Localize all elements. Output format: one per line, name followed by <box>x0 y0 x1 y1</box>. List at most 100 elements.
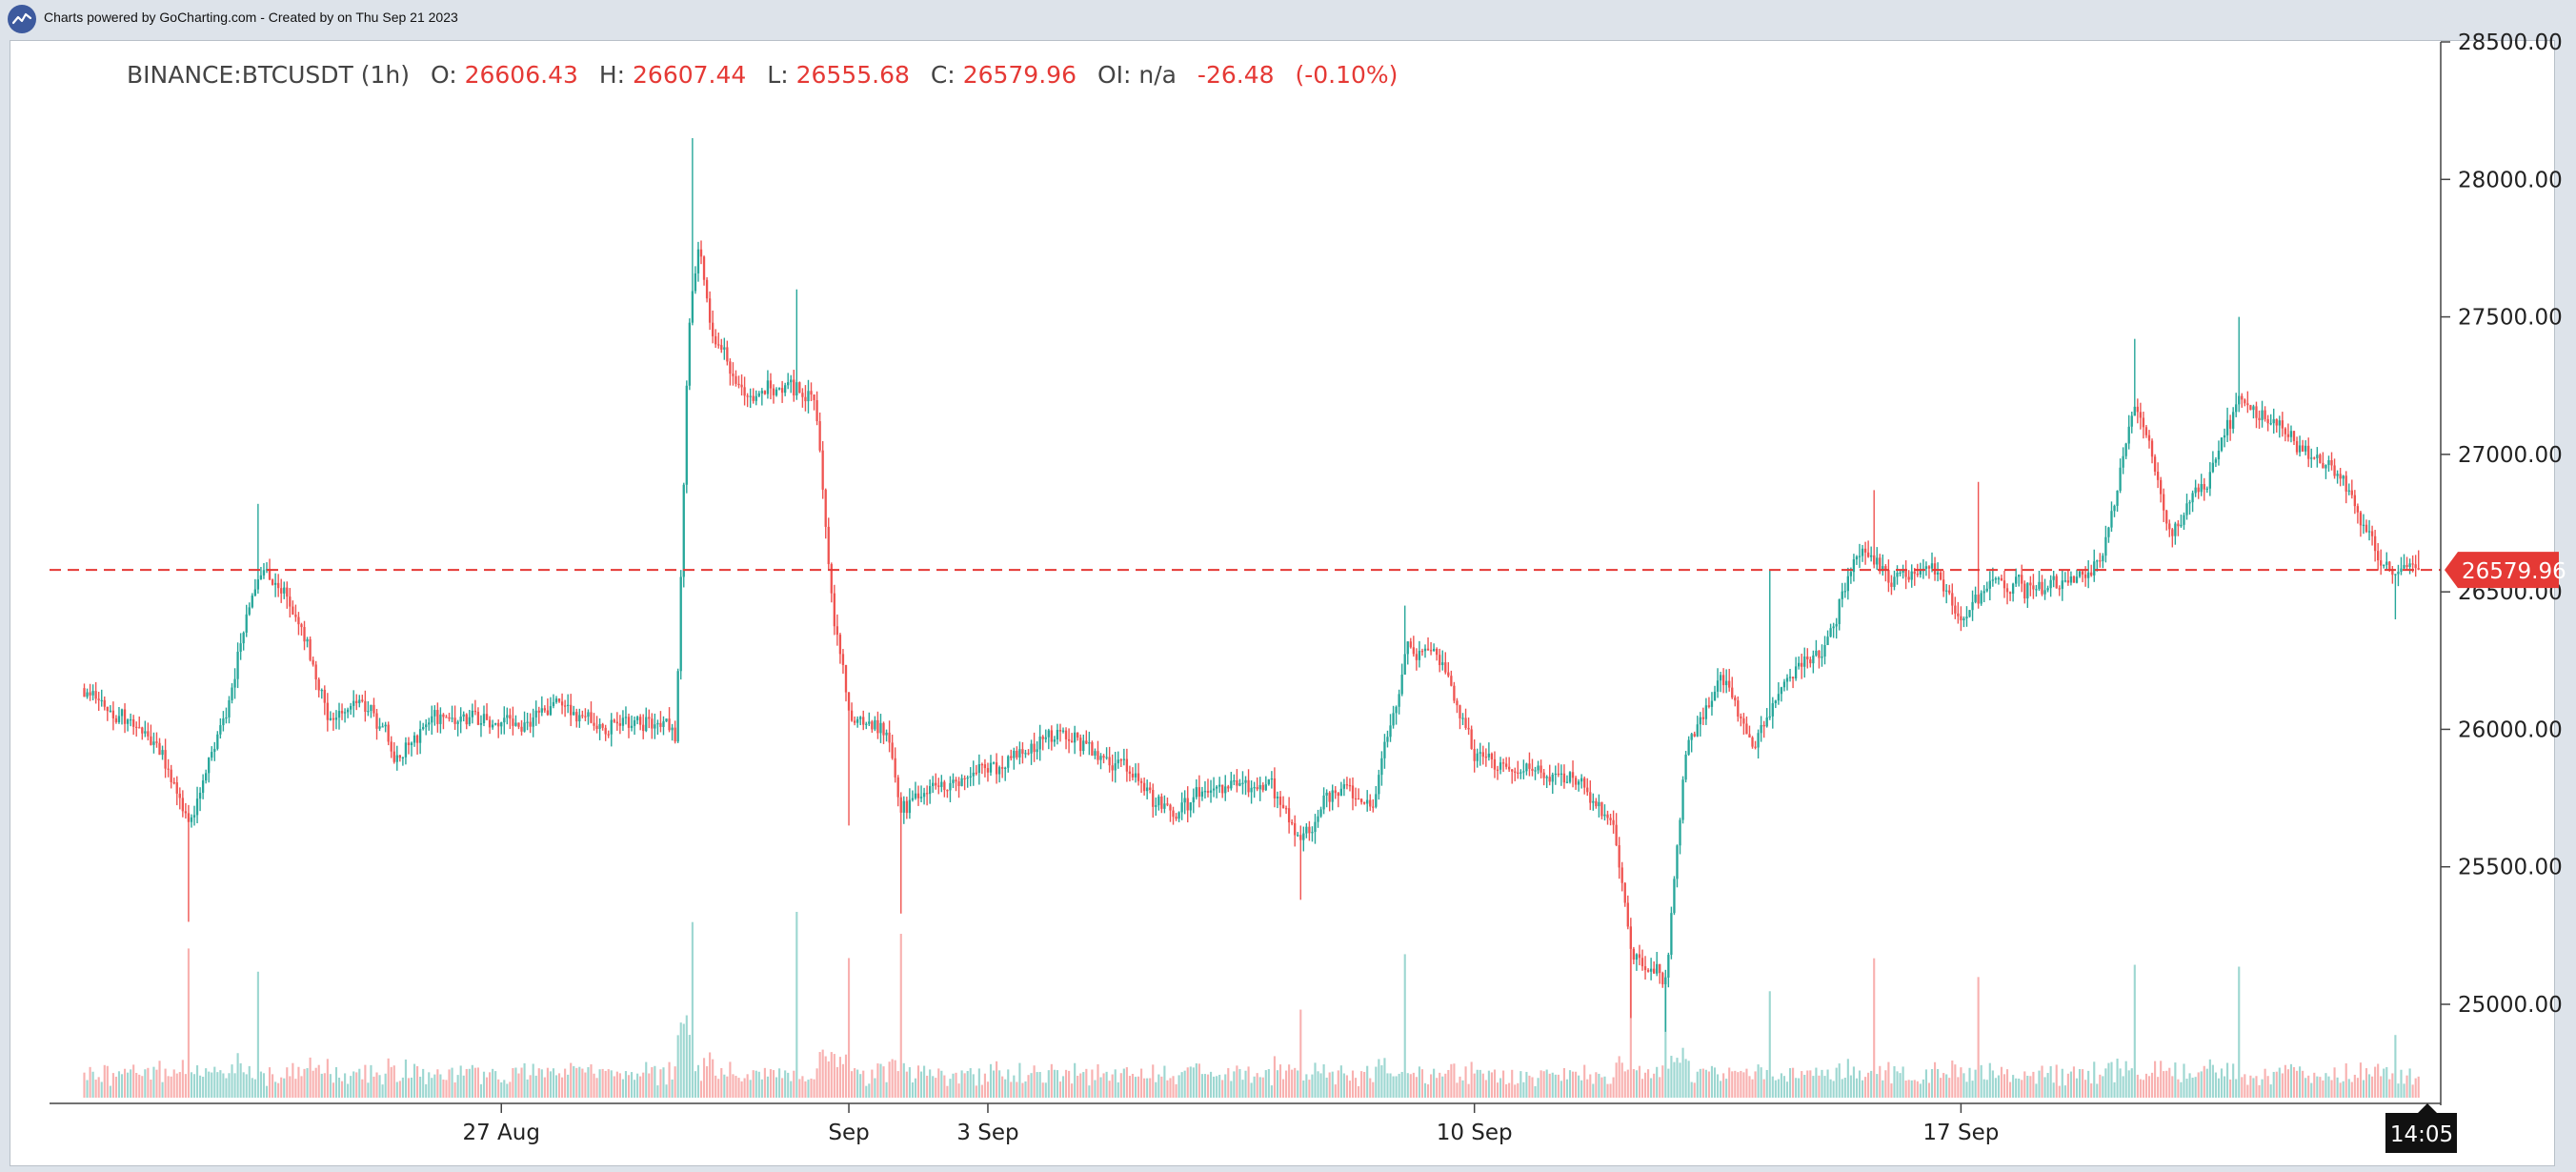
volume-bar <box>1299 1009 1302 1098</box>
volume-bar <box>1568 1070 1572 1098</box>
candle <box>1305 823 1308 839</box>
volume-bar <box>355 1072 358 1098</box>
volume-bar <box>1380 1065 1383 1098</box>
candle <box>1041 735 1044 751</box>
volume-bar <box>2350 1081 2353 1098</box>
candle <box>456 719 459 737</box>
candle-body <box>514 722 517 726</box>
volume-bar <box>1149 1078 1152 1098</box>
volume-bar <box>1027 1075 1030 1098</box>
candle-body <box>868 721 871 724</box>
candle <box>1589 780 1592 811</box>
candle <box>676 668 679 743</box>
volume-bar <box>914 1078 917 1098</box>
volume-bar <box>1528 1075 1531 1098</box>
candle <box>1659 963 1661 984</box>
volume-bar <box>1337 1070 1339 1098</box>
candle-body <box>370 704 372 712</box>
candle <box>1074 725 1077 755</box>
candle <box>2038 571 2041 592</box>
volume-bar <box>2082 1069 2084 1098</box>
volume-bar <box>793 1070 795 1098</box>
volume-bar <box>634 1080 636 1098</box>
volume-bar <box>1977 977 1980 1098</box>
candle-body <box>989 762 993 773</box>
candle-body <box>1562 773 1566 783</box>
candle <box>1064 727 1068 750</box>
candle <box>2113 504 2116 517</box>
candle-body <box>1479 752 1481 754</box>
candle-body <box>462 714 465 717</box>
candle <box>1244 776 1247 796</box>
candle-body <box>355 700 358 703</box>
volume-bar <box>891 1059 894 1098</box>
candle <box>1511 769 1514 784</box>
volume-bar <box>1490 1072 1493 1098</box>
candle-body <box>911 798 915 800</box>
volume-bar <box>2374 1066 2377 1098</box>
candle-body <box>1476 753 1479 761</box>
candle <box>2075 569 2079 584</box>
candle <box>2373 530 2377 562</box>
candle-body <box>1122 758 1125 760</box>
candle <box>1004 766 1007 781</box>
candle <box>699 240 703 265</box>
volume-bar <box>1760 1067 1762 1098</box>
volume-bar <box>2163 1071 2165 1098</box>
volume-bar <box>1771 1076 1774 1098</box>
candle-body <box>862 717 865 725</box>
candle <box>1114 752 1117 783</box>
candle-body <box>297 616 300 625</box>
chart-panel[interactable] <box>10 40 2555 1166</box>
candle <box>198 787 202 812</box>
candle <box>2018 574 2021 587</box>
candle <box>1177 811 1180 822</box>
candle-body <box>1357 798 1360 800</box>
candle <box>995 753 998 784</box>
candle <box>1826 630 1829 646</box>
volume-bar <box>130 1069 132 1098</box>
candle-body <box>2278 420 2281 426</box>
volume-bar <box>202 1077 205 1098</box>
volume-bar <box>2168 1067 2171 1098</box>
candle-body <box>980 763 984 766</box>
candle <box>1412 636 1415 657</box>
price-axis[interactable]: 25000.0025500.0026000.0026500.0027000.00… <box>2441 30 2563 1018</box>
volume-bar <box>97 1077 100 1098</box>
candle <box>529 713 532 734</box>
candle <box>448 713 451 722</box>
candle <box>780 380 784 403</box>
volume-bar <box>1734 1070 1737 1098</box>
candle-body <box>1681 779 1684 820</box>
candle <box>2214 456 2218 468</box>
candle <box>2324 464 2327 479</box>
candle-body <box>158 742 161 756</box>
candle-body <box>1751 737 1754 747</box>
candle-body <box>2116 490 2119 506</box>
candle <box>1801 654 1803 679</box>
volume-bar <box>1256 1073 1258 1098</box>
volume-bar <box>795 912 798 1098</box>
volume-bar <box>1183 1070 1186 1098</box>
candle-body <box>865 723 868 725</box>
candle-body <box>233 678 236 688</box>
volume-bar <box>1230 1081 1233 1098</box>
candle <box>422 722 425 731</box>
volume-bar <box>1444 1073 1447 1098</box>
candle <box>1108 746 1111 773</box>
volume-bar <box>1948 1078 1951 1098</box>
volume-bar <box>120 1074 124 1098</box>
volume-bar <box>949 1079 952 1098</box>
candle <box>627 713 631 738</box>
candle-body <box>239 643 242 653</box>
candle <box>989 755 993 777</box>
candle-body <box>2275 418 2278 426</box>
candle <box>746 393 749 408</box>
candle-body <box>801 393 804 397</box>
time-axis[interactable]: 27 Aug Sep 3 Sep 10 Sep 17 Sep <box>462 1103 1999 1145</box>
volume-bar <box>1331 1071 1334 1098</box>
volume-bar <box>1673 1061 1676 1098</box>
candle-body <box>1734 697 1737 701</box>
candle-body <box>729 361 732 374</box>
